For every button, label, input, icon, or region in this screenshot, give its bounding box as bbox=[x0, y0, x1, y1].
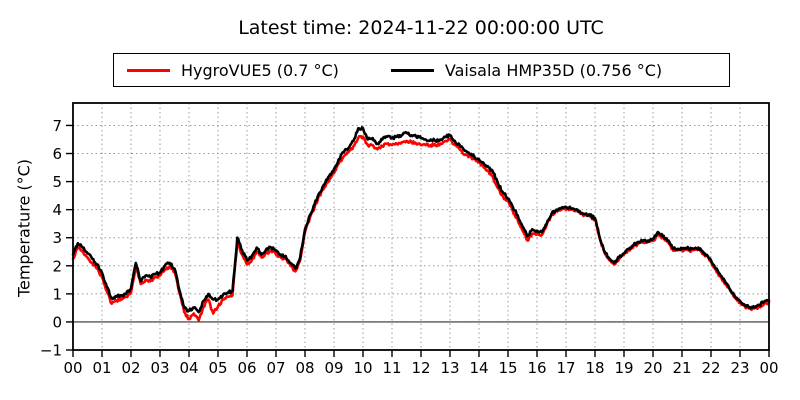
y-tick-label: 0 bbox=[52, 313, 62, 331]
y-tick-label: 2 bbox=[52, 257, 62, 275]
x-tick-label: 10 bbox=[353, 359, 372, 377]
y-tick-label: 5 bbox=[52, 173, 62, 191]
x-tick-label: 21 bbox=[672, 359, 691, 377]
y-tick-label: 7 bbox=[52, 117, 62, 135]
x-tick-label: 00 bbox=[63, 359, 82, 377]
legend-line-sample-black bbox=[390, 68, 434, 72]
x-tick-label: 22 bbox=[701, 359, 720, 377]
x-tick-label: 09 bbox=[324, 359, 343, 377]
x-tick-label: 03 bbox=[150, 359, 169, 377]
legend-label-hygrovue5: HygroVUE5 (0.7 °C) bbox=[181, 60, 339, 80]
x-tick-label: 04 bbox=[179, 359, 198, 377]
y-tick-label: −1 bbox=[40, 342, 62, 360]
legend: HygroVUE5 (0.7 °C) Vaisala HMP35D (0.756… bbox=[113, 53, 730, 87]
y-tick-label: 4 bbox=[52, 201, 62, 219]
x-tick-label: 06 bbox=[237, 359, 256, 377]
x-tick-label: 11 bbox=[382, 359, 401, 377]
series-vaisala-line bbox=[71, 126, 771, 314]
x-tick-label: 23 bbox=[730, 359, 749, 377]
y-tick-label: 6 bbox=[52, 145, 62, 163]
x-tick-label: 02 bbox=[121, 359, 140, 377]
x-tick-label: 13 bbox=[440, 359, 459, 377]
x-tick-label: 18 bbox=[585, 359, 604, 377]
x-tick-label: 16 bbox=[527, 359, 546, 377]
legend-item-vaisala: Vaisala HMP35D (0.756 °C) bbox=[390, 60, 663, 80]
legend-label-vaisala: Vaisala HMP35D (0.756 °C) bbox=[444, 60, 663, 80]
x-tick-label: 00 bbox=[759, 359, 778, 377]
x-tick-label: 07 bbox=[266, 359, 285, 377]
x-tick-label: 01 bbox=[92, 359, 111, 377]
legend-item-hygrovue5: HygroVUE5 (0.7 °C) bbox=[127, 61, 339, 80]
legend-line-sample-red bbox=[127, 68, 170, 72]
x-tick-label: 14 bbox=[469, 359, 488, 377]
y-tick-label: 1 bbox=[52, 285, 62, 303]
x-tick-label: 05 bbox=[208, 359, 227, 377]
x-tick-label: 20 bbox=[643, 359, 662, 377]
x-tick-label: 19 bbox=[614, 359, 633, 377]
y-tick-label: 3 bbox=[52, 229, 62, 247]
x-tick-label: 08 bbox=[295, 359, 314, 377]
x-tick-label: 12 bbox=[411, 359, 430, 377]
chart-title: Latest time: 2024-11-22 00:00:00 UTC bbox=[238, 17, 604, 39]
x-tick-label: 15 bbox=[498, 359, 517, 377]
x-tick-label: 17 bbox=[556, 359, 575, 377]
